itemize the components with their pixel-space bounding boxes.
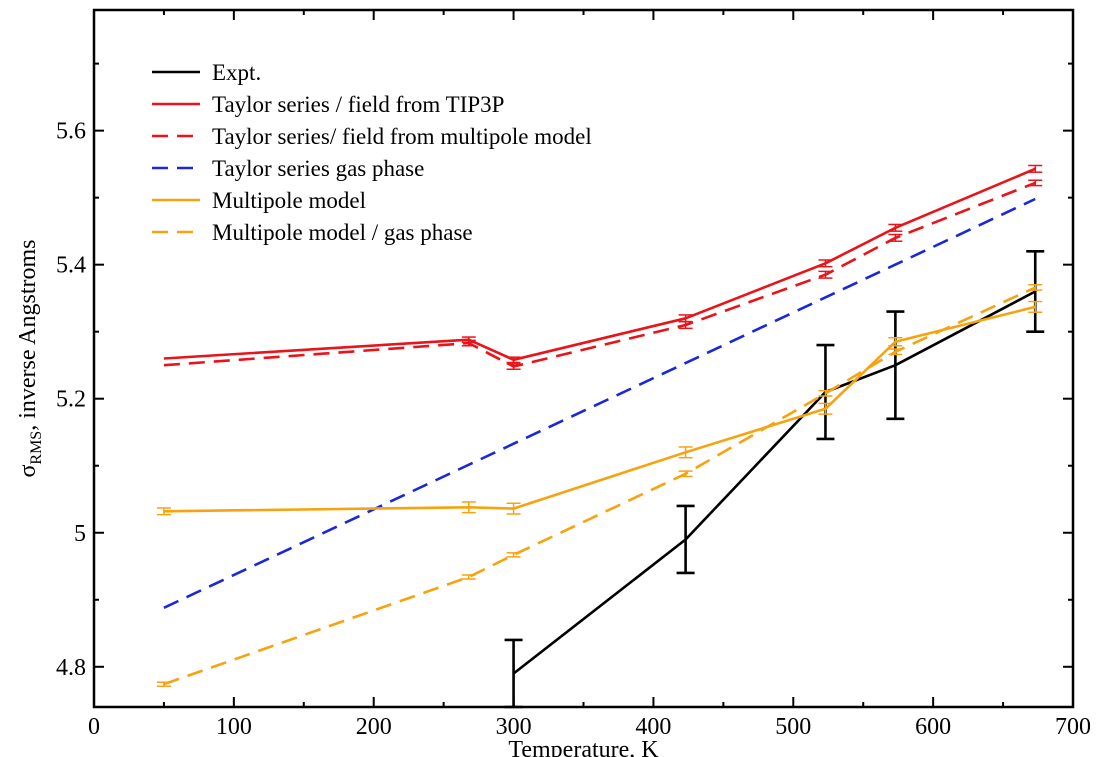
y-tick-label: 5.4 (56, 253, 86, 279)
legend-item-multipole-model-gas-phase: Multipole model / gas phase (152, 220, 473, 245)
series-taylor-series-field-from-multipole-model (163, 179, 1043, 370)
series-line (163, 305, 1036, 513)
legend-item-taylor-series-field-from-multipole-model: Taylor series/ field from multipole mode… (152, 124, 592, 149)
x-tick-label: 100 (216, 714, 252, 740)
y-axis-label-subscript: RMS (28, 431, 45, 465)
series-multipole-model (156, 300, 1043, 516)
legend-label: Multipole model (212, 188, 366, 213)
series-line (163, 286, 1036, 686)
legend-item-expt: Expt. (152, 60, 261, 85)
series-taylor-series-gas-phase (163, 197, 1036, 609)
x-tick-label: 600 (915, 714, 951, 740)
legend-label: Taylor series gas phase (212, 156, 424, 181)
legend-item-taylor-series-gas-phase: Taylor series gas phase (152, 156, 424, 181)
series-multipole-model-gas-phase (156, 284, 1043, 687)
y-axis-label-symbol: σ (15, 465, 41, 478)
y-tick-label: 5.6 (56, 119, 86, 145)
x-tick-label: 300 (496, 714, 532, 740)
y-axis-label: σRMS, inverse Angstroms (15, 239, 45, 477)
legend-label: Taylor series / field from TIP3P (212, 92, 504, 117)
x-tick-label: 400 (635, 714, 671, 740)
tick-layer: 0 100 200 300 400 500 600 700 4.8 5 5.2 5.4 5.6 (56, 10, 1091, 740)
series-layer (156, 164, 1045, 709)
legend-item-multipole-model: Multipole model (152, 188, 366, 213)
x-axis-label: Temperature, K (508, 737, 659, 757)
y-axis-label-rest: , inverse Angstroms (15, 239, 41, 430)
y-tick-label: 5.2 (56, 387, 86, 413)
series-line (163, 197, 1036, 609)
x-tick-label: 0 (88, 714, 100, 740)
x-tick-label: 700 (1055, 714, 1091, 740)
legend: Expt. Taylor series / field from TIP3P Tay… (152, 60, 592, 245)
y-tick-label: 4.8 (56, 655, 86, 681)
legend-item-taylor-series-field-from-tip3p: Taylor series / field from TIP3P (152, 92, 504, 117)
x-tick-label: 200 (356, 714, 392, 740)
legend-label: Expt. (212, 60, 261, 85)
legend-label: Taylor series/ field from multipole mode… (212, 124, 592, 149)
legend-label: Multipole model / gas phase (212, 220, 473, 245)
y-tick-label: 5 (74, 521, 86, 547)
x-tick-label: 500 (775, 714, 811, 740)
